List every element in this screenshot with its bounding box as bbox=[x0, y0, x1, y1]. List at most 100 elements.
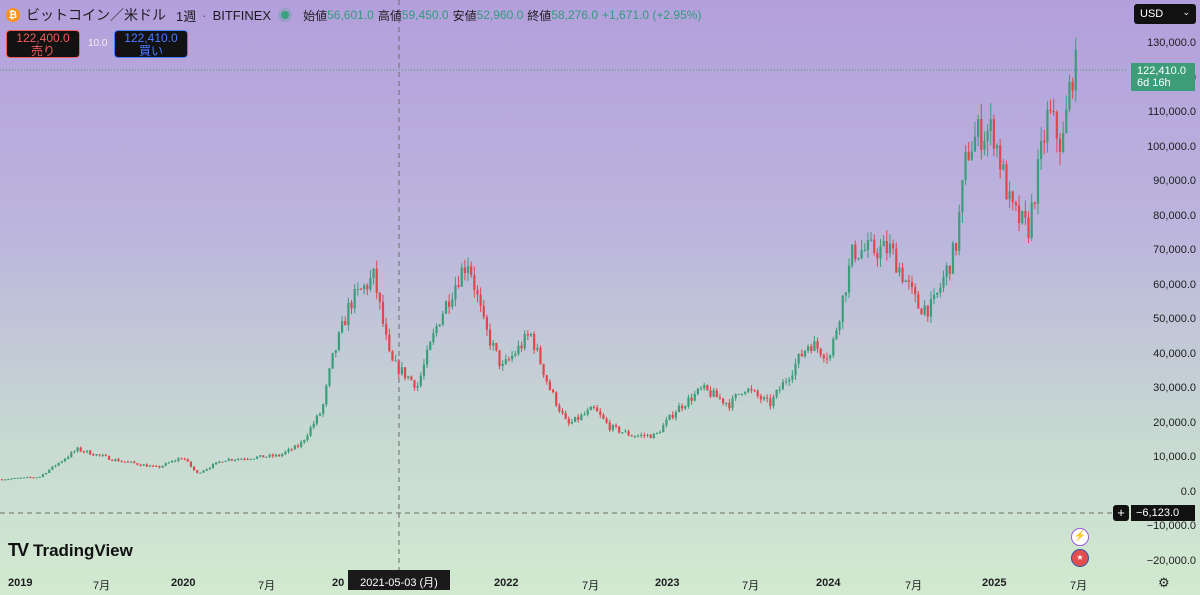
candle-body bbox=[429, 342, 432, 350]
candle-body bbox=[961, 180, 964, 213]
candle-body bbox=[120, 461, 123, 463]
candle-body bbox=[892, 243, 895, 249]
candle-body bbox=[186, 459, 189, 462]
candle-body bbox=[564, 413, 567, 419]
candle-body bbox=[95, 454, 98, 456]
sell-price: 122,400.0 bbox=[16, 31, 70, 45]
candle-body bbox=[54, 465, 57, 467]
buy-button[interactable]: 122,410.0 買い bbox=[114, 30, 188, 58]
candle-body bbox=[215, 462, 218, 465]
tradingview-logo[interactable]: TV TradingView bbox=[8, 540, 133, 561]
gear-icon[interactable]: ⚙ bbox=[1158, 575, 1170, 590]
candle-body bbox=[139, 464, 142, 466]
candle-body bbox=[517, 345, 520, 355]
candle-body bbox=[898, 267, 901, 273]
candle-body bbox=[992, 119, 995, 149]
time-tick-label: 2024 bbox=[816, 577, 841, 589]
candle-body bbox=[495, 343, 498, 351]
candle-body bbox=[136, 463, 139, 465]
price-tick-label: 30,000.0 bbox=[1153, 382, 1196, 394]
candle-body bbox=[652, 433, 655, 439]
candle-body bbox=[82, 451, 85, 453]
candle-body bbox=[413, 380, 416, 388]
candle-body bbox=[989, 119, 992, 131]
candle-body bbox=[766, 397, 769, 399]
candle-body bbox=[1021, 211, 1024, 224]
candle-body bbox=[227, 459, 230, 461]
candle-body bbox=[463, 267, 466, 273]
candle-body bbox=[778, 389, 781, 391]
candle-body bbox=[728, 402, 731, 409]
high-label: 高値 bbox=[377, 8, 402, 23]
candle-body bbox=[315, 415, 318, 424]
candle-body bbox=[866, 240, 870, 251]
price-tick-label: 70,000.0 bbox=[1153, 244, 1196, 256]
candle-body bbox=[910, 281, 914, 287]
candle-body bbox=[312, 423, 315, 428]
plus-icon[interactable]: + bbox=[1113, 505, 1129, 521]
candle-body bbox=[948, 265, 951, 274]
us-flag-icon[interactable]: ★ bbox=[1071, 549, 1089, 567]
candle-body bbox=[807, 346, 810, 351]
candle-body bbox=[1002, 164, 1005, 170]
price-tick-label: 80,000.0 bbox=[1153, 209, 1196, 222]
symbol-name[interactable]: ビットコイン／米ドル bbox=[26, 7, 166, 23]
interval[interactable]: 1週 bbox=[176, 8, 197, 24]
candle-body bbox=[488, 329, 492, 346]
candle-body bbox=[347, 302, 350, 326]
candle-body bbox=[1055, 112, 1058, 139]
currency-select[interactable]: USD ⌄ bbox=[1134, 4, 1196, 24]
candle-body bbox=[334, 350, 337, 353]
candle-body bbox=[356, 288, 359, 290]
candle-body bbox=[599, 411, 602, 415]
candle-body bbox=[618, 426, 621, 433]
candle-body bbox=[1033, 202, 1036, 204]
candle-body bbox=[526, 334, 529, 336]
candle-body bbox=[470, 266, 473, 276]
sell-button[interactable]: 122,400.0 売り bbox=[6, 30, 80, 58]
candle-body bbox=[986, 130, 989, 142]
candle-body bbox=[26, 477, 29, 479]
candle-body bbox=[60, 461, 63, 463]
candle-body bbox=[22, 477, 26, 479]
candle-body bbox=[277, 454, 281, 457]
live-dot-icon bbox=[281, 11, 290, 19]
candle-body bbox=[967, 151, 970, 160]
candle-body bbox=[709, 390, 712, 397]
price-tick-label: 100,000.0 bbox=[1147, 140, 1196, 153]
candle-body bbox=[573, 416, 577, 422]
candle-body bbox=[977, 119, 980, 137]
candle-body bbox=[907, 280, 910, 282]
candle-body bbox=[218, 461, 221, 463]
candle-body bbox=[885, 241, 888, 254]
candle-body bbox=[775, 390, 778, 397]
candle-body bbox=[155, 465, 158, 467]
candle-body bbox=[822, 355, 825, 359]
candle-body bbox=[640, 434, 643, 436]
candle-body bbox=[844, 292, 847, 296]
candle-body bbox=[444, 301, 448, 314]
flash-icon[interactable]: ⚡ bbox=[1071, 528, 1089, 546]
candle-body bbox=[888, 243, 892, 254]
candle-body bbox=[583, 414, 586, 416]
candle-body bbox=[73, 451, 76, 453]
candle-body bbox=[306, 435, 309, 441]
candle-body bbox=[567, 418, 570, 424]
candle-body bbox=[712, 390, 715, 397]
buy-label: 買い bbox=[138, 44, 163, 58]
candle-body bbox=[221, 461, 224, 463]
candle-body bbox=[199, 472, 202, 474]
last-price-tag: 122,410.0 6d 16h bbox=[1131, 63, 1195, 91]
candle-body bbox=[1036, 158, 1040, 204]
candle-body bbox=[744, 392, 747, 394]
candle-body bbox=[92, 454, 95, 456]
candle-body bbox=[1058, 138, 1062, 152]
candle-body bbox=[882, 241, 885, 247]
candle-body bbox=[857, 257, 860, 259]
candle-body bbox=[589, 406, 592, 411]
candle-body bbox=[435, 326, 438, 334]
time-tick-label: 7月 bbox=[742, 580, 760, 592]
candle-body bbox=[740, 393, 744, 395]
candle-body bbox=[803, 350, 807, 357]
